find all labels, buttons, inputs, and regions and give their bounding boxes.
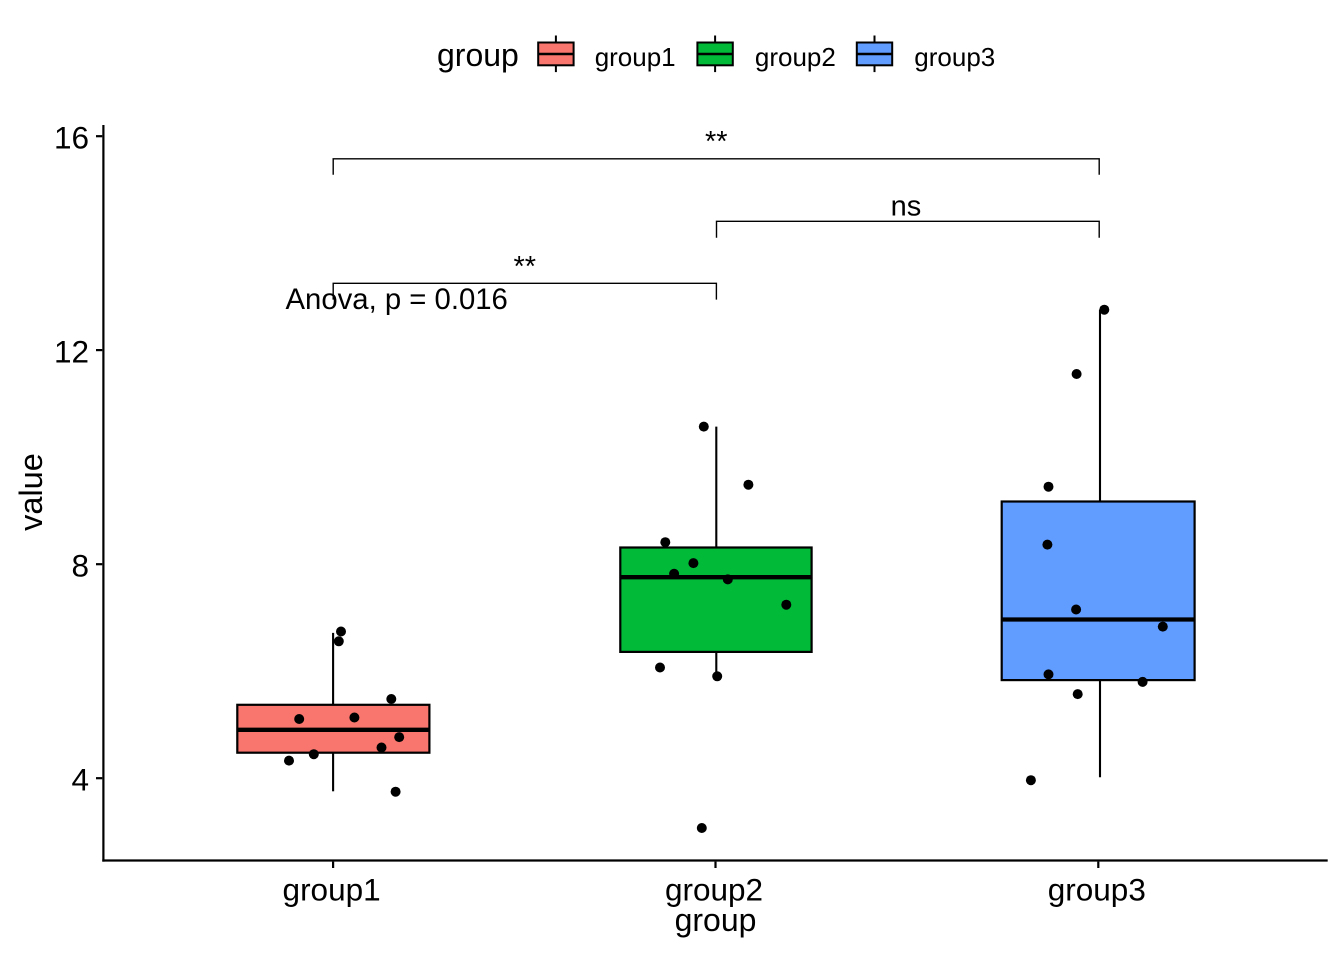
svg-text:group1: group1 [283,872,381,908]
svg-text:Anova, p = 0.016: Anova, p = 0.016 [286,283,508,316]
svg-text:group1: group1 [595,42,676,72]
svg-text:**: ** [705,126,728,158]
svg-text:group2: group2 [755,42,836,72]
svg-text:group3: group3 [914,42,995,72]
svg-text:group2: group2 [665,872,763,908]
svg-text:8: 8 [71,548,89,584]
svg-text:group: group [437,37,519,73]
svg-text:group: group [675,902,757,938]
svg-text:group3: group3 [1048,872,1146,908]
svg-text:12: 12 [54,333,89,369]
svg-text:4: 4 [71,762,89,798]
svg-text:ns: ns [891,191,922,223]
svg-text:**: ** [514,251,537,283]
svg-text:16: 16 [54,120,89,156]
svg-text:value: value [13,453,49,531]
